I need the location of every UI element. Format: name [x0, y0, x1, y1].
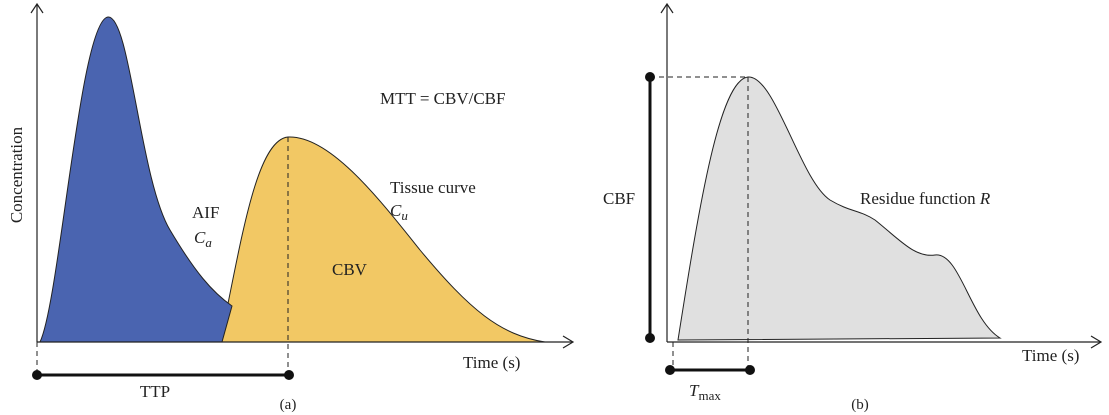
caption: (b) — [851, 397, 869, 413]
residue-curve — [677, 76, 1002, 341]
dot — [284, 370, 294, 380]
interval-label: TTP — [140, 382, 170, 401]
dot — [745, 365, 755, 375]
caption: (a) — [280, 397, 297, 413]
formula: MTT = CBV/CBF — [380, 89, 505, 108]
aif-label: AIF — [192, 203, 219, 222]
y-arrow — [30, 2, 44, 14]
tissue-curve — [219, 136, 546, 343]
x-arrow — [562, 335, 575, 349]
tissue-symbol: Cu — [390, 201, 408, 223]
interval-label: Tmax — [689, 381, 721, 403]
curve-label: Residue function R — [860, 189, 991, 208]
aif-symbol: Ca — [194, 228, 212, 250]
x-axis-label: Time (s) — [1022, 346, 1079, 365]
dot — [32, 370, 42, 380]
panel-a: Concentration MTT = CBV/CBF AIF Ca Tissu… — [7, 2, 575, 413]
y-arrow — [660, 2, 674, 14]
panel-b: CBF Residue function R Time (s) Tmax (b) — [603, 2, 1103, 413]
tissue-label: Tissue curve — [390, 178, 476, 197]
x-arrow — [1090, 335, 1103, 349]
aif-curve — [39, 16, 233, 343]
height-label: CBF — [603, 189, 635, 208]
x-axis-label: Time (s) — [463, 353, 520, 372]
dot — [645, 72, 655, 82]
dot — [665, 365, 675, 375]
dot — [645, 333, 655, 343]
area-label: CBV — [332, 260, 368, 279]
y-axis-label: Concentration — [7, 126, 26, 223]
